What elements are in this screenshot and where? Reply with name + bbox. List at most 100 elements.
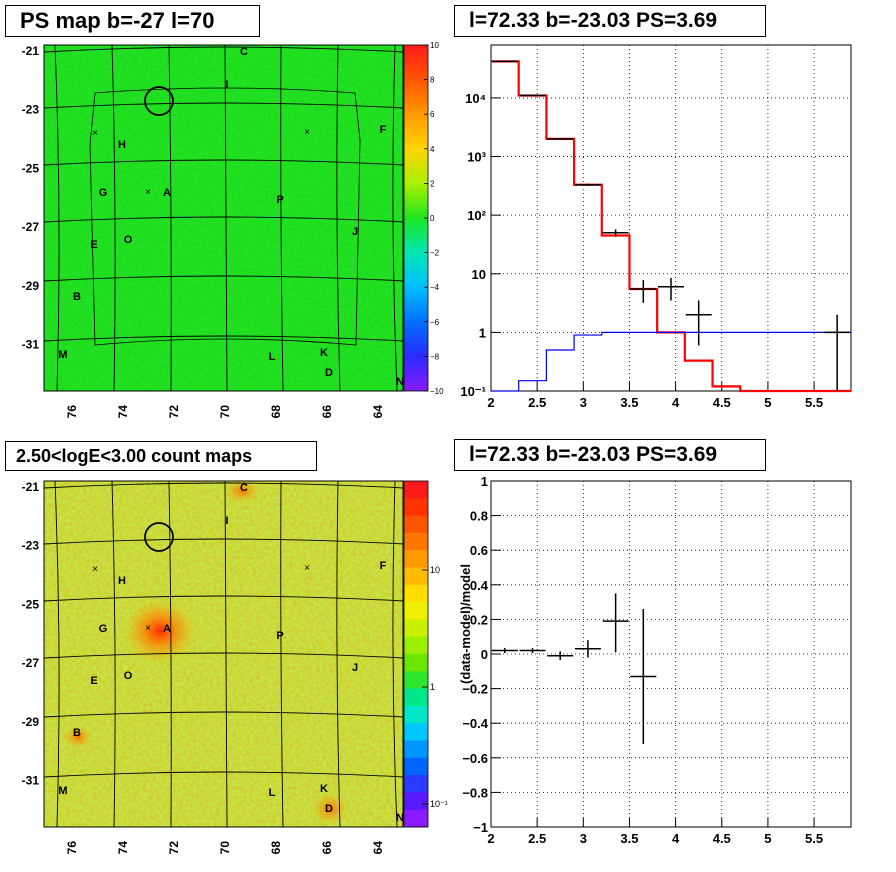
residual-y-tick-label: 0.6 — [470, 543, 488, 558]
ps-map-title: PS map b=-27 l=70 — [5, 5, 260, 37]
residual-x-tick-label: 2.5 — [528, 831, 546, 846]
residual-chart: 2 2.5 3 3.5 4 4.5 5 5.5 −1 −0.8 −0.6 −0.4 −0.2 0 0.2 0.… — [458, 474, 852, 846]
ps-colorbar-tick-label: 6 — [430, 110, 435, 119]
latitude-line — [43, 482, 404, 489]
longitude-line — [336, 480, 341, 828]
source-label-L: L — [269, 351, 276, 363]
longitude-line — [224, 44, 228, 392]
hotspot-A — [124, 599, 196, 663]
source-label-P: P — [276, 194, 283, 206]
spectrum-y-tick-label: 10⁻¹ — [460, 384, 486, 399]
residual-y-tick-label: 0.2 — [470, 612, 488, 627]
count-colorbar-segment — [404, 584, 428, 603]
count-colorbar-tick-label: 10⁻¹ — [430, 799, 448, 809]
latitude-line — [43, 771, 404, 778]
spectrum-y-tick-label: 10⁴ — [465, 91, 486, 106]
source-label-D: D — [325, 803, 333, 815]
target-circle — [144, 522, 174, 552]
map-y-tick-label: -29 — [22, 715, 40, 729]
latitude-line — [43, 159, 404, 166]
count-colorbar-segment — [404, 636, 428, 655]
source-label-K: K — [320, 783, 328, 795]
spectrum-chart: 2 2.5 3 3.5 4 4.5 5 5.5 10⁻¹ 1 10 10² 10³ 10⁴ — [460, 44, 852, 410]
count-colorbar-segment — [404, 740, 428, 759]
source-marker: × — [145, 623, 151, 634]
latitude-line — [43, 102, 404, 109]
source-label-O: O — [124, 234, 133, 246]
source-label-O: O — [124, 670, 133, 682]
residual-y-tick-label: −0.2 — [462, 682, 488, 697]
latitude-line — [43, 595, 404, 602]
map-x-tick-label: 68 — [269, 841, 283, 855]
source-label-C: C — [240, 46, 248, 58]
residual-x-tick-label: 2 — [487, 831, 494, 846]
count-colorbar-segment — [404, 775, 428, 793]
count-colorbar-frame — [403, 480, 429, 828]
map-x-tick-label: 72 — [167, 405, 181, 419]
ps-colorbar-tick-label: −10 — [430, 387, 444, 396]
count-colorbar-segment — [404, 688, 428, 707]
longitude-line — [168, 480, 172, 828]
longitude-line — [168, 44, 172, 392]
target-circle — [144, 86, 174, 116]
spectrum-x-tick-label: 2.5 — [528, 395, 546, 410]
latitude-line — [43, 711, 404, 718]
source-label-P: P — [276, 630, 283, 642]
residual-title: l=72.33 b=-23.03 PS=3.69 — [454, 439, 766, 471]
source-marker: × — [304, 127, 310, 138]
map-y-tick-label: -27 — [22, 656, 40, 670]
count-colorbar-segment — [404, 809, 428, 828]
source-marker: × — [304, 563, 310, 574]
source-label-A: A — [163, 623, 171, 635]
latitude-line — [43, 275, 404, 282]
map-x-tick-label: 64 — [371, 405, 385, 419]
source-label-B: B — [73, 291, 81, 303]
source-label-J: J — [352, 226, 358, 238]
source-label-F: F — [380, 124, 387, 136]
residual-x-tick-label: 3 — [580, 831, 587, 846]
map-y-tick-label: -23 — [22, 103, 40, 117]
count-colorbar-segment — [404, 515, 428, 534]
map-x-tick-label: 74 — [116, 841, 130, 855]
count-colorbar-segment — [404, 550, 428, 568]
map-y-tick-label: -29 — [22, 279, 40, 293]
spectrum-x-tick-label: 3.5 — [620, 395, 638, 410]
residual-y-tick-label: −0.6 — [462, 751, 488, 766]
source-label-B: B — [73, 727, 81, 739]
count-colorbar-segment — [404, 757, 428, 776]
longitude-line — [111, 44, 116, 392]
count-colorbar-segment — [404, 671, 428, 690]
spectrum-plot-area — [490, 44, 852, 392]
spectrum-title: l=72.33 b=-23.03 PS=3.69 — [454, 5, 766, 37]
residual-y-tick-label: −0.4 — [462, 716, 488, 731]
source-label-D: D — [325, 367, 333, 379]
ps-colorbar-tick-label: 8 — [430, 76, 435, 85]
map-y-tick-label: -23 — [22, 539, 40, 553]
source-label-M: M — [58, 785, 67, 797]
spectrum-x-tick-label: 2 — [487, 395, 494, 410]
map-x-tick-label: 64 — [371, 841, 385, 855]
map-x-tick-label: 74 — [116, 405, 130, 419]
model-source-step — [491, 331, 851, 392]
source-label-A: A — [163, 187, 171, 199]
longitude-line — [54, 480, 60, 828]
model-total-step — [491, 60, 851, 393]
residual-y-tick-label: 0 — [481, 647, 488, 662]
ps-colorbar-tick-label: −6 — [430, 318, 440, 327]
ps-colorbar-frame — [403, 44, 429, 392]
hotspot-C — [224, 479, 260, 503]
count-colorbar-segment — [404, 792, 428, 811]
spectrum-y-tick-label: 1 — [479, 325, 486, 340]
ps-map-frame — [43, 44, 404, 392]
count-map-frame — [43, 480, 404, 828]
map-x-tick-label: 66 — [320, 841, 334, 855]
map-x-tick-label: 66 — [320, 405, 334, 419]
residual-x-tick-label: 3.5 — [620, 831, 638, 846]
map-x-tick-label: 68 — [269, 405, 283, 419]
source-label-E: E — [90, 675, 97, 687]
count-colorbar-segment — [404, 654, 428, 672]
spectrum-y-tick-label: 10³ — [467, 150, 486, 165]
map-x-tick-label: 72 — [167, 841, 181, 855]
spectrum-x-tick-label: 5.5 — [805, 395, 823, 410]
